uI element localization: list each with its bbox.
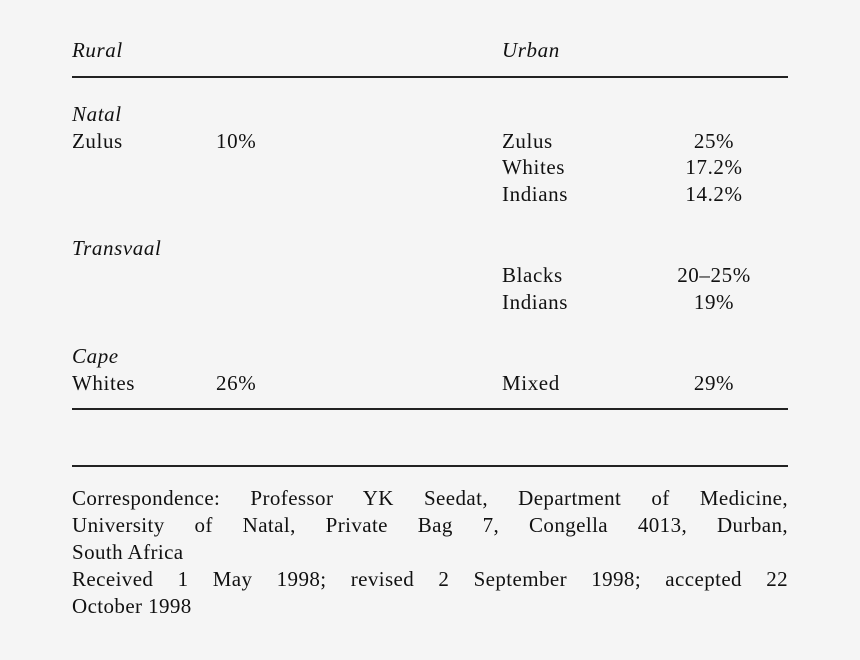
received-line: October 1998 — [72, 594, 192, 618]
rural-value: 10% — [216, 129, 257, 153]
urban-value: 20–25% — [677, 263, 751, 287]
urban-value: 17.2% — [685, 155, 743, 179]
footer-rule — [72, 465, 788, 467]
section-name-transvaal: Transvaal — [72, 236, 162, 260]
urban-header: Urban — [502, 38, 560, 62]
correspondence-line: University of Natal, Private Bag 7, Cong… — [72, 513, 788, 537]
urban-group: Whites — [502, 155, 566, 179]
rural-group: Zulus — [72, 129, 123, 153]
urban-group: Indians — [502, 290, 569, 314]
urban-value: 14.2% — [685, 182, 743, 206]
rural-group: Whites — [72, 371, 136, 395]
urban-group: Indians — [502, 182, 569, 206]
rural-header: Rural — [72, 38, 123, 62]
correspondence-line: South Africa — [72, 540, 184, 564]
urban-value: 19% — [693, 290, 735, 314]
correspondence-line: Correspondence: Professor YK Seedat, Dep… — [72, 486, 788, 510]
table-bottom-rule — [72, 408, 788, 410]
urban-value: 25% — [693, 129, 735, 153]
urban-group: Blacks — [502, 263, 563, 287]
rural-value: 26% — [216, 371, 257, 395]
correspondence-note: Correspondence: Professor YK Seedat, Dep… — [72, 485, 788, 620]
section-name-cape: Cape — [72, 344, 119, 368]
urban-group: Mixed — [502, 371, 560, 395]
urban-group: Zulus — [502, 129, 553, 153]
section-name-natal: Natal — [72, 102, 122, 126]
urban-value: 29% — [693, 371, 735, 395]
received-line: Received 1 May 1998; revised 2 September… — [72, 567, 788, 591]
header-rule — [72, 76, 788, 78]
